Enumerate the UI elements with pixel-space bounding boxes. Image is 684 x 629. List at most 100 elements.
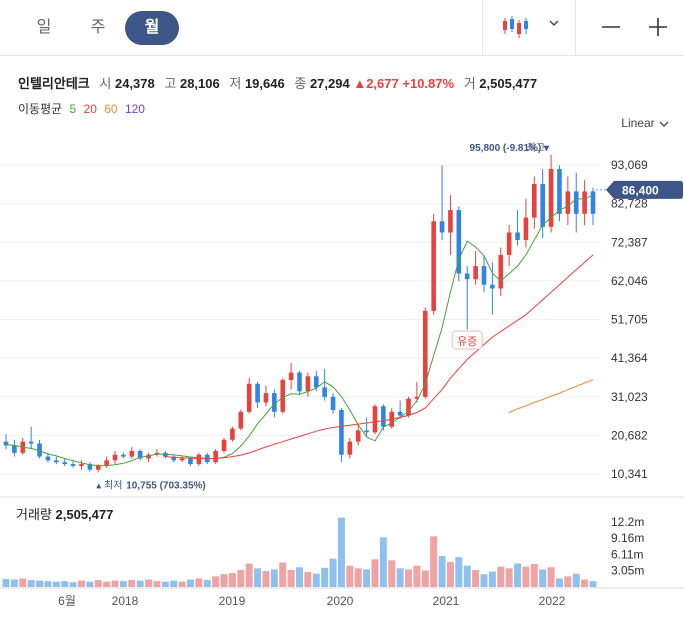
plus-icon[interactable]: [647, 16, 669, 38]
volume-bar: [346, 565, 354, 587]
change-value: 2,677: [366, 76, 399, 91]
volume-bar: [44, 581, 52, 587]
candle-body: [565, 191, 571, 214]
tab-day[interactable]: 일: [36, 19, 52, 36]
scale-label: Linear: [621, 116, 655, 130]
x-tick-label: 2020: [327, 594, 354, 608]
candle-body: [322, 387, 327, 397]
volume-bar: [438, 556, 446, 587]
moving-average-legend[interactable]: 이동평균 5 20 60 120: [18, 100, 149, 117]
volume-bar: [27, 580, 35, 587]
volume-bar: [145, 579, 153, 587]
volume-bar: [329, 558, 337, 587]
current-price-tag: [606, 180, 683, 199]
candle-body: [490, 284, 495, 289]
candle-body: [95, 465, 101, 470]
candle-body: [364, 430, 369, 433]
volume-bar: [262, 571, 270, 587]
minus-icon[interactable]: [600, 16, 622, 38]
candle-body: [573, 191, 579, 214]
tab-month[interactable]: 월: [125, 11, 179, 45]
candle-body: [280, 380, 286, 412]
candle-body: [238, 411, 244, 429]
volume-value: 2,505,477: [479, 76, 538, 91]
volume-bar: [539, 569, 547, 587]
chevron-down-icon[interactable]: [547, 16, 561, 30]
candle-body: [305, 376, 311, 392]
volume-bar: [472, 569, 480, 587]
volume-bar: [455, 557, 463, 587]
candle-body: [422, 310, 428, 397]
volume-bar: [480, 574, 488, 587]
volume-bar: [388, 560, 396, 587]
volume-bar: [514, 563, 522, 587]
x-tick-label: 6월: [58, 594, 76, 608]
open-value: 24,378: [114, 76, 155, 91]
volume-bar: [354, 568, 362, 587]
low-marker-label: ▴ 최저: [96, 479, 122, 491]
candle-body: [112, 454, 118, 461]
volume-bar: [2, 579, 10, 587]
high-marker-value: 95,800 (-9.81%) ▾: [470, 143, 550, 154]
volume-bar: [296, 567, 303, 587]
candle-body: [406, 398, 411, 416]
volume-bar: [178, 581, 186, 587]
volume-bar: [203, 580, 211, 587]
candle-body: [464, 273, 470, 280]
high-label: 고: [164, 76, 177, 91]
candle-body: [146, 454, 151, 459]
volume-bar: [77, 580, 85, 587]
candle-body: [313, 376, 319, 388]
volume-bar: [69, 582, 77, 587]
volume-bar: [103, 581, 111, 587]
annotation-badge: [451, 330, 483, 350]
candle-body: [255, 383, 260, 403]
toolbar-divider-2: [575, 0, 576, 56]
candle-body: [540, 183, 545, 227]
volume-bar: [212, 576, 220, 587]
candle-body: [179, 458, 185, 461]
volume-bar: [254, 568, 262, 587]
volume-bar: [161, 581, 169, 587]
chart-toolbar: 일 주 월: [0, 0, 684, 56]
candle-body: [87, 464, 93, 470]
candle-body: [515, 232, 520, 240]
chevron-down-icon: [659, 121, 669, 127]
candle-body: [355, 430, 361, 442]
candle-body: [339, 409, 344, 455]
candlestick-icon[interactable]: [500, 14, 530, 40]
volume-bar: [321, 567, 329, 587]
volume-bar: [228, 573, 236, 587]
scale-select[interactable]: Linear: [621, 116, 670, 130]
candle-body: [582, 191, 587, 214]
candle-body: [498, 254, 504, 289]
candle-body: [137, 450, 143, 459]
candle-body: [590, 191, 596, 214]
candle-body: [381, 406, 386, 427]
volume-bar: [430, 536, 438, 587]
volume-bar: [547, 567, 555, 587]
ma-20: 20: [83, 102, 97, 116]
volume-tick-label: 12.2m: [611, 515, 644, 529]
price-tick-label: 20,682: [611, 428, 648, 442]
tab-week[interactable]: 주: [90, 19, 106, 36]
candle-body: [523, 217, 529, 240]
volume-bar: [505, 568, 513, 587]
candle-body: [12, 445, 17, 453]
x-tick-label: 2019: [219, 594, 246, 608]
candle-body: [62, 462, 67, 465]
close-value: 27,294: [309, 76, 350, 91]
volume-bar: [497, 566, 505, 587]
volume-bar: [136, 580, 144, 587]
volume-tick-label: 9.16m: [611, 531, 644, 545]
current-price-value: 86,400: [622, 183, 659, 197]
candle-body: [548, 168, 554, 227]
ma20-line: [165, 254, 594, 460]
candle-body: [45, 456, 51, 461]
volume-bar: [94, 580, 102, 587]
volume-bar: [279, 562, 287, 587]
volume-bar: [52, 581, 60, 587]
candle-body: [263, 393, 269, 403]
candle-body: [79, 464, 84, 466]
